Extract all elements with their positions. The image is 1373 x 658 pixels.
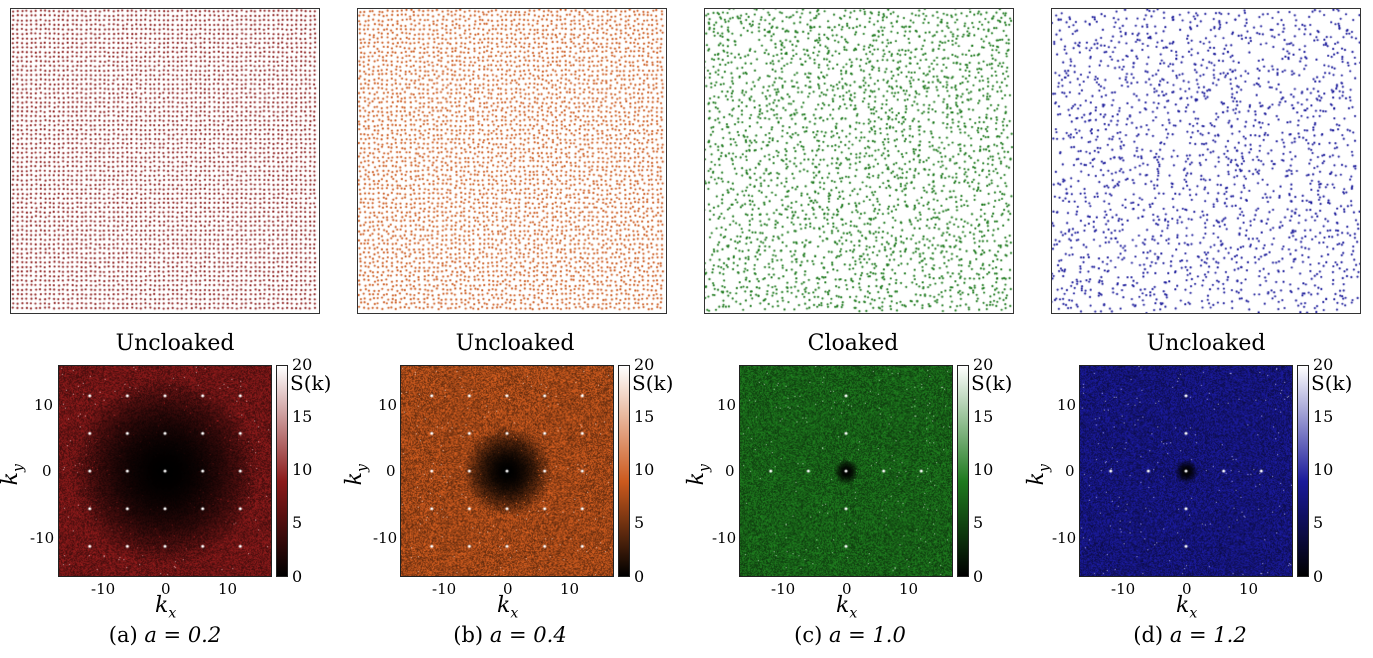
x-tick: 0 — [842, 580, 852, 598]
y-axis-label: ky — [341, 464, 371, 486]
x-tick: -10 — [91, 580, 116, 598]
colorbar-tick: 0 — [1313, 567, 1324, 586]
y-tick: 0 — [725, 462, 735, 480]
heatmap-d — [1079, 365, 1293, 577]
scatter-plot-a — [10, 8, 320, 314]
colorbar-tick: 0 — [292, 567, 303, 586]
x-axis-label: kx — [836, 593, 858, 622]
scatter-plot-c — [704, 8, 1014, 314]
y-tick: 0 — [42, 462, 52, 480]
y-tick: 10 — [34, 396, 54, 414]
x-tick: -10 — [771, 580, 796, 598]
y-axis-label: ky — [683, 464, 713, 486]
y-tick: -10 — [373, 529, 398, 547]
colorbar-tick: 15 — [973, 407, 994, 426]
x-axis-label: kx — [155, 593, 177, 622]
caption-b: (b) a = 0.4 — [453, 623, 567, 647]
heatmap-b — [400, 365, 614, 577]
heatmap-c — [739, 365, 953, 577]
y-axis-label: ky — [0, 464, 27, 486]
colorbar-tick: 5 — [1313, 513, 1324, 532]
colorbar-d — [1297, 365, 1309, 577]
caption-d: (d) a = 1.2 — [1133, 623, 1247, 647]
colorbar-tick: 20 — [292, 355, 313, 374]
caption-c: (c) a = 1.0 — [794, 623, 906, 647]
colorbar-tick: 20 — [973, 355, 994, 374]
colorbar-tick: 5 — [634, 513, 645, 532]
x-axis-label: kx — [497, 593, 519, 622]
colorbar-tick: 10 — [973, 460, 994, 479]
colorbar-tick: 15 — [292, 407, 313, 426]
y-tick: -10 — [30, 529, 55, 547]
colorbar-tick: 20 — [1313, 355, 1334, 374]
colorbar-tick: 0 — [634, 567, 645, 586]
x-tick: 0 — [1182, 580, 1192, 598]
y-axis-label: ky — [1023, 464, 1053, 486]
colorbar-label: S(k) — [632, 371, 674, 395]
colorbar-tick: 20 — [634, 355, 655, 374]
colorbar-tick: 10 — [292, 460, 313, 479]
colorbar-label: S(k) — [971, 371, 1013, 395]
x-tick: 10 — [560, 580, 580, 598]
x-tick: 0 — [161, 580, 171, 598]
x-tick: 10 — [899, 580, 919, 598]
colorbar-tick: 10 — [1313, 460, 1334, 479]
x-axis-label: kx — [1176, 593, 1198, 622]
y-tick: 10 — [378, 396, 398, 414]
colorbar-label: S(k) — [1311, 371, 1353, 395]
colorbar-c — [957, 365, 969, 577]
colorbar-tick: 15 — [1313, 407, 1334, 426]
y-tick: 0 — [1065, 462, 1075, 480]
colorbar-tick: 10 — [634, 460, 655, 479]
heatmap-a — [58, 365, 272, 577]
colorbar-tick: 15 — [634, 407, 655, 426]
x-tick: -10 — [432, 580, 457, 598]
scatter-plot-d — [1051, 8, 1361, 314]
x-tick: -10 — [1111, 580, 1136, 598]
colorbar-tick: 0 — [973, 567, 984, 586]
x-tick: 10 — [1239, 580, 1259, 598]
scatter-plot-b — [357, 8, 667, 314]
y-tick: -10 — [712, 529, 737, 547]
colorbar-a — [276, 365, 288, 577]
panel-c-status: Cloaked — [807, 331, 899, 356]
x-tick: 10 — [218, 580, 238, 598]
colorbar-b — [618, 365, 630, 577]
colorbar-label: S(k) — [290, 371, 332, 395]
y-tick: 0 — [386, 462, 396, 480]
caption-a: (a) a = 0.2 — [108, 623, 222, 647]
colorbar-tick: 5 — [292, 513, 303, 532]
colorbar-tick: 5 — [973, 513, 984, 532]
y-tick: -10 — [1052, 529, 1077, 547]
y-tick: 10 — [717, 396, 737, 414]
y-tick: 10 — [1057, 396, 1077, 414]
panel-d-status: Uncloaked — [1146, 331, 1266, 356]
panel-a-status: Uncloaked — [115, 331, 235, 356]
x-tick: 0 — [503, 580, 513, 598]
panel-b-status: Uncloaked — [455, 331, 575, 356]
